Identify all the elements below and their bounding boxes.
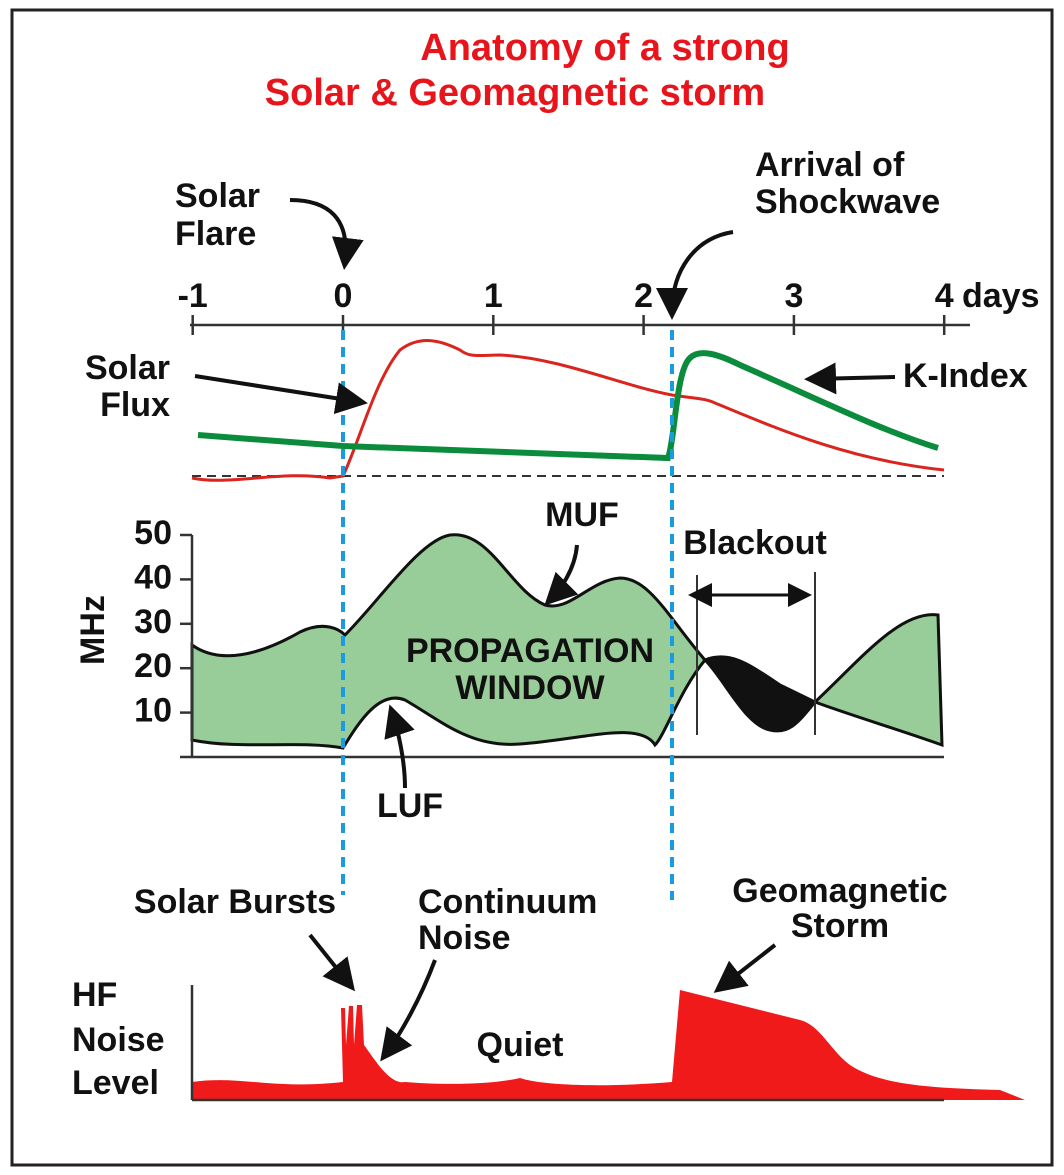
tick-label: 2	[634, 277, 653, 315]
label: PROPAGATION	[406, 632, 654, 670]
label: Storm	[791, 907, 889, 945]
freq-label: MHz	[74, 595, 112, 665]
label: Blackout	[683, 524, 827, 562]
arrow	[289, 198, 364, 270]
tick-label: 40	[134, 558, 172, 596]
hf-noise-area	[192, 990, 1025, 1100]
arrow	[713, 943, 777, 993]
title-line: Anatomy of a strong	[420, 27, 789, 69]
label: Geomagnetic	[732, 872, 947, 910]
propagation-window	[190, 533, 707, 750]
label: LUF	[377, 787, 443, 825]
arrow	[544, 544, 579, 606]
time-unit: days	[962, 277, 1040, 315]
label: Shockwave	[755, 183, 940, 221]
label: Noise	[418, 919, 511, 957]
arrow	[384, 704, 415, 789]
label: Flare	[175, 215, 256, 253]
label: HF	[72, 976, 117, 1014]
tick-label: 1	[484, 277, 503, 315]
label: MUF	[545, 496, 619, 534]
arrow	[380, 959, 437, 1062]
arrow	[804, 362, 896, 395]
title-line: Solar & Geomagnetic storm	[265, 72, 765, 114]
tick-label: 20	[134, 647, 172, 685]
label: Quiet	[477, 1026, 564, 1064]
label: Solar	[175, 177, 260, 215]
tick-label: -1	[178, 277, 208, 315]
label: Noise	[72, 1021, 165, 1059]
tick-label: 10	[134, 692, 172, 730]
tick-label: 3	[784, 277, 803, 315]
label: Solar	[85, 349, 170, 387]
frame	[10, 8, 1054, 1167]
label: Flux	[100, 386, 170, 424]
label: K-Index	[903, 357, 1028, 395]
solar-flux-curve	[191, 339, 945, 482]
label: Level	[72, 1064, 159, 1102]
recovery-window	[812, 613, 944, 748]
label: Solar Bursts	[134, 883, 336, 921]
arrow	[308, 933, 355, 992]
tick-label: 4	[935, 277, 954, 315]
arrow	[656, 230, 734, 320]
tick-label: 30	[134, 603, 172, 641]
blackout-area	[702, 655, 818, 733]
arrow	[194, 374, 368, 415]
tick-label: 0	[334, 277, 353, 315]
label: Continuum	[418, 883, 597, 921]
tick-label: 50	[134, 514, 172, 552]
label: Arrival of	[755, 146, 905, 184]
k-index-curve	[197, 350, 939, 462]
label: WINDOW	[455, 669, 605, 707]
